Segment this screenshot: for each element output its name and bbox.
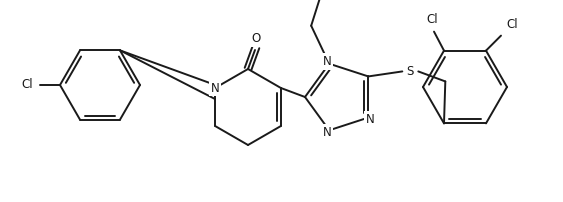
- Text: Cl: Cl: [426, 13, 438, 26]
- Text: N: N: [323, 126, 332, 139]
- Text: O: O: [251, 33, 261, 45]
- Text: Cl: Cl: [506, 18, 518, 31]
- Text: N: N: [366, 113, 375, 126]
- Text: N: N: [211, 81, 220, 95]
- Text: Cl: Cl: [21, 79, 33, 92]
- Text: N: N: [323, 55, 332, 68]
- Text: S: S: [406, 65, 414, 78]
